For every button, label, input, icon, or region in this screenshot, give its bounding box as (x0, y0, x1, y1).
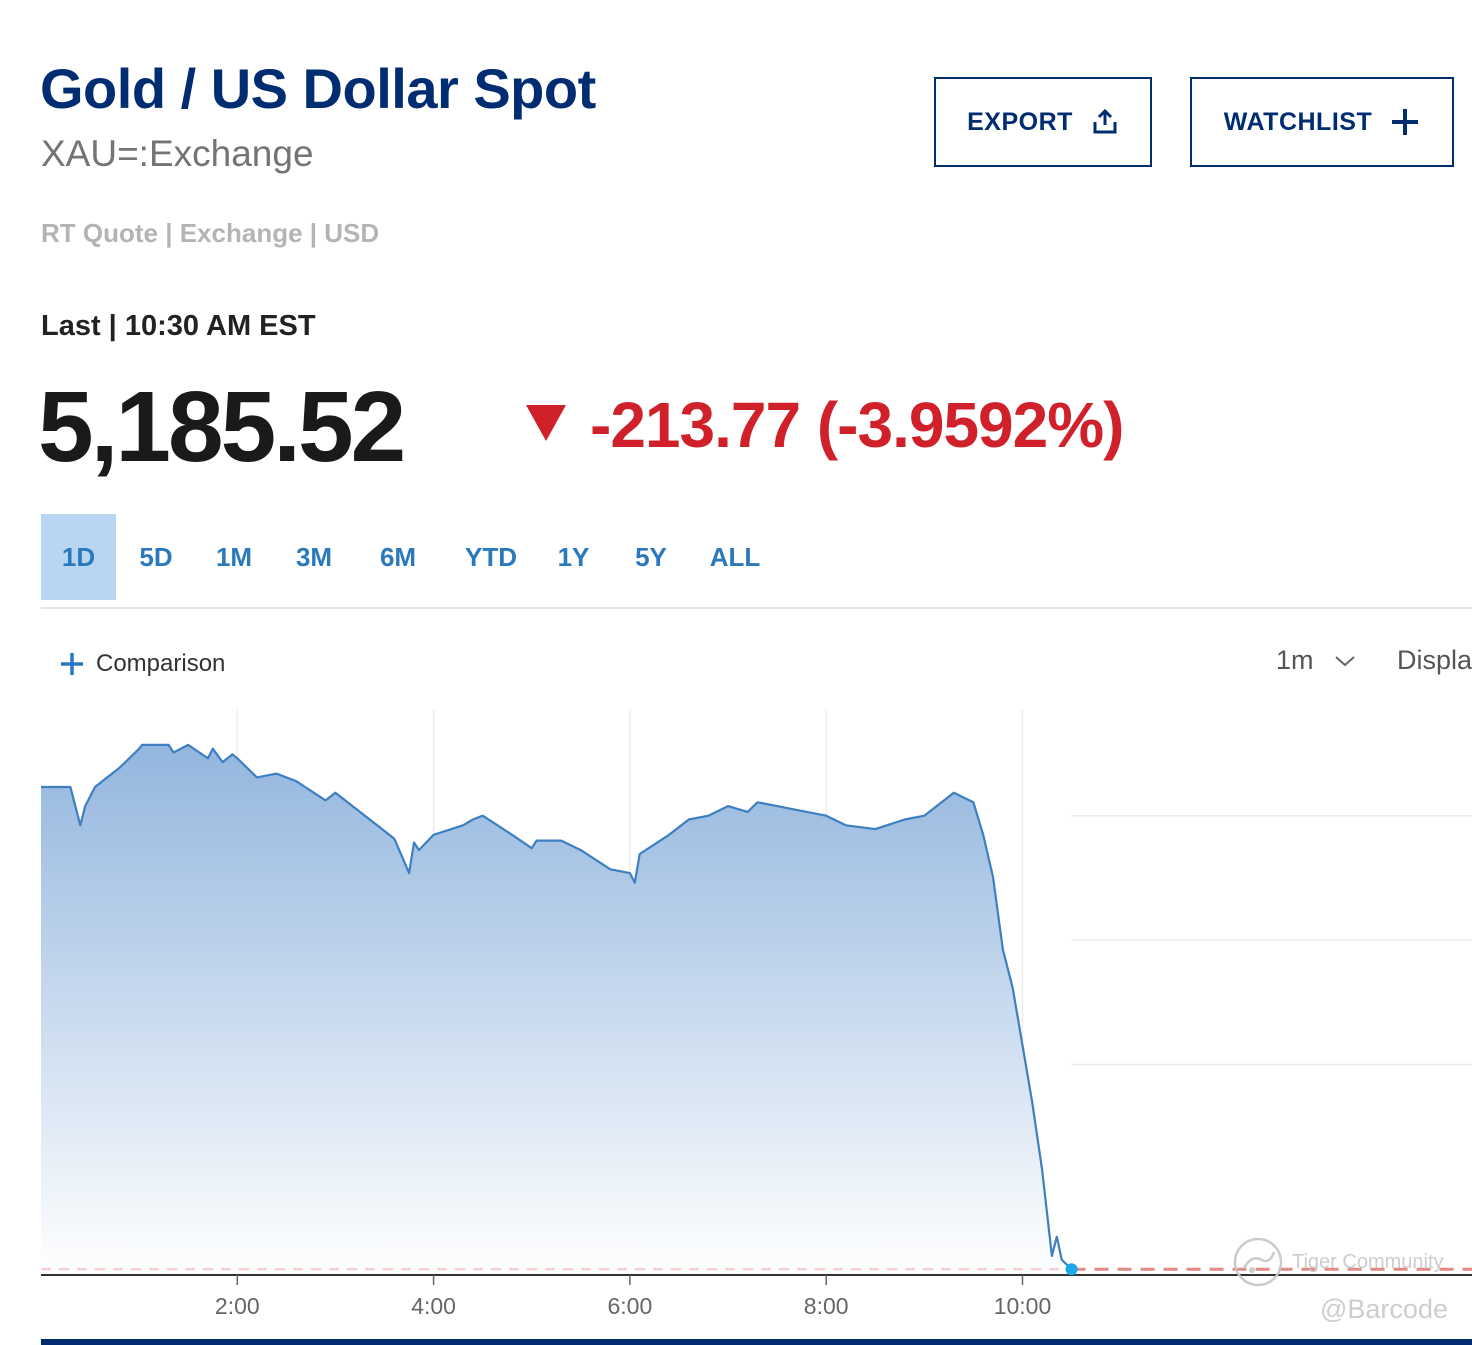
watermark-handle: @Barcode (1320, 1294, 1448, 1324)
last-timestamp: Last | 10:30 AM EST (41, 310, 316, 342)
interval-select[interactable]: 1m (1276, 645, 1356, 676)
tab-5d[interactable]: 5D (139, 542, 173, 572)
watchlist-button-label: WATCHLIST (1223, 107, 1373, 136)
tab-ytd[interactable]: YTD (465, 542, 517, 572)
interval-value: 1m (1276, 645, 1314, 675)
chevron-down-icon (1334, 655, 1355, 666)
share-upload-icon (1093, 108, 1117, 134)
x-axis-ticks: 2:00 4:00 6:00 8:00 10:00 (215, 1275, 1051, 1319)
watermark-text: Tiger Community (1292, 1250, 1444, 1273)
comparison-label: Comparison (96, 650, 226, 677)
export-button-label: EXPORT (967, 107, 1073, 136)
comparison-button[interactable]: Comparison (60, 650, 225, 678)
price-area-fill (41, 744, 1072, 1275)
watchlist-button[interactable]: WATCHLIST (1190, 77, 1454, 167)
tabs-divider (41, 607, 1472, 609)
price-chart[interactable]: 2:00 4:00 6:00 8:00 10:00 (0, 700, 1472, 1340)
bottom-rule (41, 1339, 1472, 1345)
x-tick-label: 4:00 (411, 1293, 456, 1319)
ticker-exchange: XAU=:Exchange (41, 133, 314, 174)
page-title: Gold / US Dollar Spot (40, 57, 596, 120)
export-button[interactable]: EXPORT (934, 77, 1152, 167)
display-menu[interactable]: Display (1397, 645, 1472, 675)
x-tick-label: 6:00 (608, 1293, 653, 1319)
tab-1y[interactable]: 1Y (557, 542, 590, 572)
price-change: -213.77 (-3.9592%) (590, 389, 1124, 461)
price-line (41, 743, 1073, 1271)
x-tick-label: 10:00 (994, 1293, 1052, 1319)
x-tick-label: 8:00 (804, 1293, 849, 1319)
tab-6m[interactable]: 6M (379, 542, 417, 572)
tiger-logo-icon (1233, 1237, 1283, 1287)
last-price-marker (1065, 1263, 1078, 1276)
down-triangle-icon (526, 405, 566, 441)
last-price: 5,185.52 (38, 371, 406, 483)
tab-5y[interactable]: 5Y (635, 542, 667, 572)
tab-all[interactable]: ALL (709, 542, 761, 572)
watermark: Tiger Community (1232, 1236, 1444, 1288)
tab-1d[interactable]: 1D (41, 514, 116, 600)
plus-icon (61, 653, 83, 675)
plus-icon (1392, 109, 1419, 135)
x-tick-label: 2:00 (215, 1293, 260, 1319)
tab-3m[interactable]: 3M (295, 542, 333, 572)
tab-1m[interactable]: 1M (215, 542, 253, 572)
quote-meta: RT Quote | Exchange | USD (41, 218, 380, 248)
